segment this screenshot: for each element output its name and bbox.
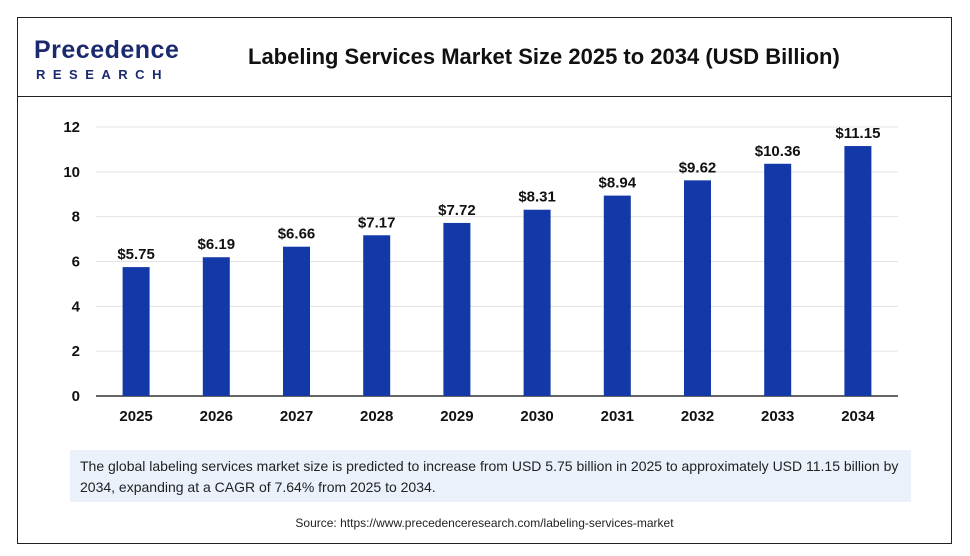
x-tick-label: 2026 xyxy=(200,408,233,425)
y-tick-label: 4 xyxy=(72,298,81,315)
summary-note: The global labeling services market size… xyxy=(70,450,911,502)
data-label: $7.72 xyxy=(438,202,476,219)
x-tick-label: 2034 xyxy=(841,408,875,425)
bar xyxy=(684,180,711,396)
data-label: $8.31 xyxy=(518,189,556,206)
y-tick-label: 6 xyxy=(72,254,80,271)
x-tick-label: 2030 xyxy=(520,408,553,425)
bar xyxy=(202,257,230,396)
bar xyxy=(523,209,551,396)
x-tick-label: 2032 xyxy=(681,408,714,425)
bar xyxy=(443,222,471,396)
bar xyxy=(363,235,391,396)
x-tick-label: 2028 xyxy=(360,408,393,425)
bar xyxy=(764,163,792,396)
x-tick-label: 2031 xyxy=(601,408,634,425)
y-tick-label: 12 xyxy=(63,119,80,136)
x-tick-label: 2027 xyxy=(280,408,313,425)
data-label: $6.66 xyxy=(278,226,316,243)
bar xyxy=(603,195,631,396)
y-tick-label: 2 xyxy=(72,343,80,360)
bar-chart: 0 2 4 6 8 10 12 $5.75 2025 $6.19 2026 $6.66 2027 $7.1… xyxy=(63,119,898,425)
data-label: $6.19 xyxy=(198,236,236,253)
header: Precedence RESEARCH Labeling Services Ma… xyxy=(18,18,951,97)
logo-line1: Precedence xyxy=(34,36,180,64)
data-label: $8.94 xyxy=(599,175,637,192)
data-label: $7.17 xyxy=(358,214,396,231)
chart-frame: Precedence RESEARCH Labeling Services Ma… xyxy=(17,17,952,544)
data-label: $11.15 xyxy=(835,125,880,142)
chart-title: Labeling Services Market Size 2025 to 20… xyxy=(248,44,840,69)
brand-logo: Precedence RESEARCH xyxy=(34,36,184,86)
x-tick-label: 2029 xyxy=(440,408,473,425)
bar xyxy=(844,146,872,396)
source-text: Source: https://www.precedenceresearch.c… xyxy=(295,516,674,530)
data-label: $9.62 xyxy=(679,159,717,176)
y-tick-label: 0 xyxy=(72,388,80,405)
bar xyxy=(122,267,150,396)
logo-line2: RESEARCH xyxy=(36,67,169,82)
y-tick-label: 10 xyxy=(63,164,80,181)
data-label: $5.75 xyxy=(117,246,155,263)
data-label: $10.36 xyxy=(755,143,801,160)
x-tick-label: 2025 xyxy=(119,408,152,425)
y-tick-label: 8 xyxy=(72,209,80,226)
bar xyxy=(283,246,310,396)
x-tick-label: 2033 xyxy=(761,408,794,425)
